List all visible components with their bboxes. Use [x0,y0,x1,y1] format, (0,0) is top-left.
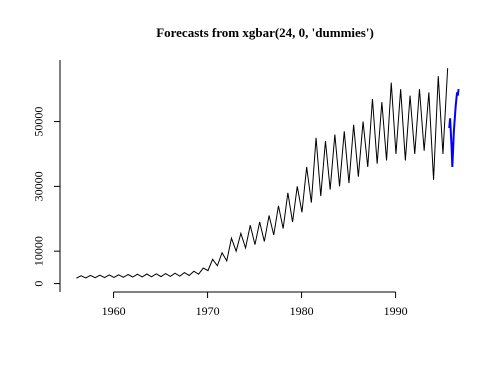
series-line [76,68,449,279]
x-tick-label: 1990 [384,304,408,318]
y-tick-label: 10000 [32,236,46,266]
x-tick-label: 1960 [102,304,126,318]
chart-title: Forecasts from xgbar(24, 0, 'dummies') [156,25,374,40]
y-tick-label: 0 [32,281,46,287]
y-tick-label: 30000 [32,171,46,201]
x-tick-label: 1980 [290,304,314,318]
x-tick-label: 1970 [196,304,220,318]
y-tick-label: 50000 [32,107,46,137]
series-line [448,89,460,167]
